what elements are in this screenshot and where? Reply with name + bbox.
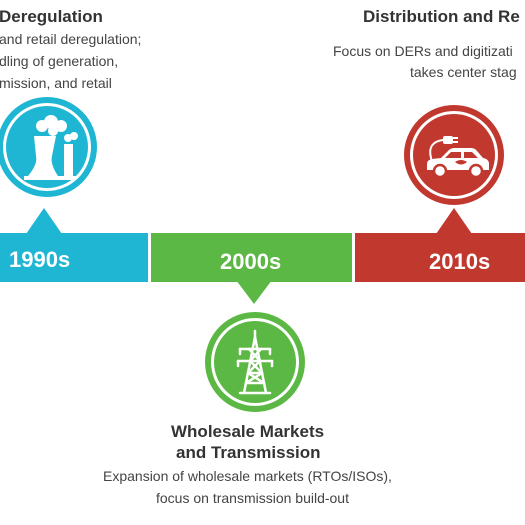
era-desc-1990s-line-3: mission, and retail [0, 75, 112, 91]
era-title-2010s: Distribution and Re [363, 7, 520, 26]
era-icon-disc-1990s [6, 106, 88, 188]
power-plant-icon [24, 115, 78, 180]
era-desc-2010s-line-2: takes center stag [410, 64, 517, 80]
timeline-segment-1990s [0, 233, 148, 282]
era-icon-disc-2010s [413, 114, 495, 196]
era-desc-1990s-line-1: and retail deregulation; [0, 31, 142, 47]
timeline-segment-2010s [355, 233, 525, 282]
timeline-segment-2000s [151, 233, 352, 282]
era-pointer-2010s [436, 208, 472, 234]
era-label-2010s: 2010s [429, 249, 491, 274]
era-icon-disc-2000s [214, 321, 296, 403]
era-desc-2000s-line-2: focus on transmission build-out [156, 490, 349, 506]
era-label-1990s: 1990s [9, 247, 71, 272]
era-title-2000s-line-2: and Transmission [176, 443, 321, 462]
era-desc-1990s-line-2: dling of generation, [0, 53, 119, 69]
era-pointer-1990s [26, 208, 62, 234]
transmission-tower-icon [236, 329, 274, 395]
era-title-1990s: Deregulation [0, 7, 103, 26]
electric-car-icon [427, 136, 489, 179]
era-label-2000s: 2000s [220, 249, 282, 274]
era-pointer-2000s [236, 280, 272, 304]
era-title-2000s-line-1: Wholesale Markets [171, 422, 325, 441]
era-desc-2000s-line-1: Expansion of wholesale markets (RTOs/ISO… [103, 468, 392, 484]
era-desc-2010s-line-1: Focus on DERs and digitizati [333, 43, 513, 59]
